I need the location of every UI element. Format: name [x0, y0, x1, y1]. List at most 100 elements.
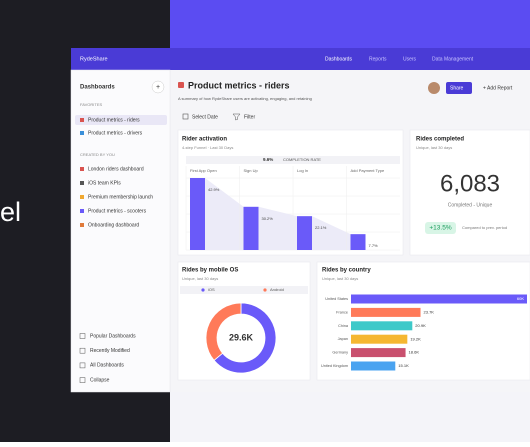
completion-label: COMPLETION RATE — [283, 157, 321, 162]
dropoff-area — [312, 216, 351, 250]
calendar-icon — [182, 113, 189, 120]
card-subtitle: Unique, last 30 days — [322, 276, 358, 281]
nav-item[interactable]: Data Management — [432, 56, 474, 62]
legend-band — [180, 286, 308, 294]
card-subtitle: Unique, last 30 days — [416, 145, 452, 150]
sidebar-item[interactable]: iOS team KPIs — [88, 180, 121, 186]
step-label: 7.7% — [369, 243, 379, 248]
card-title: Rider activation — [182, 137, 227, 143]
section-heading: FAVORITES — [80, 102, 102, 107]
card-subtitle: 4-step Funnel · Last 30 Days — [182, 145, 233, 150]
nav-item[interactable]: Users — [403, 56, 417, 62]
card — [316, 261, 530, 381]
donut-total: 29.6K — [229, 332, 254, 342]
sidebar-item[interactable]: Collapse — [90, 377, 110, 383]
category-label: China — [338, 324, 349, 328]
select-date[interactable]: Select Date — [192, 114, 218, 120]
nav-item[interactable]: Reports — [369, 56, 387, 62]
legend-dot — [263, 288, 267, 292]
dashboard-subtitle: A summary of how RydeShare users are act… — [178, 96, 312, 101]
top-bar — [71, 48, 530, 70]
kpi-value: 6,083 — [440, 170, 500, 197]
value-label: 60K — [517, 296, 524, 301]
add-icon: + — [156, 84, 160, 91]
sidebar-item[interactable]: Product metrics - drivers — [88, 130, 143, 136]
sidebar-item[interactable]: Popular Dashboards — [90, 333, 136, 339]
value-label: 19.2K — [410, 336, 421, 341]
workspace[interactable]: RydeShare — [80, 56, 108, 62]
step-name: Add Payment Type — [351, 168, 386, 173]
brand: el — [0, 197, 21, 227]
step-name: First App Open — [190, 168, 217, 173]
section-heading: CREATED BY YOU — [80, 152, 115, 157]
icon — [80, 118, 84, 122]
card — [177, 261, 311, 381]
sidebar-item[interactable]: Onboarding dashboard — [88, 222, 139, 228]
icon — [80, 195, 84, 199]
light-panel — [170, 392, 530, 442]
step-name: Sign Up — [244, 168, 259, 173]
bar — [243, 206, 259, 250]
share-label: Share — [450, 85, 464, 91]
value-label: 23.7K — [424, 309, 435, 314]
icon — [178, 82, 184, 88]
active-item — [75, 115, 167, 125]
value-label: 20.9K — [415, 323, 426, 328]
icon — [79, 347, 86, 354]
step-label: 30.2% — [262, 216, 274, 221]
bar — [351, 361, 396, 371]
category-label: Germany — [332, 351, 348, 355]
sidebar-item[interactable]: Product metrics - riders — [88, 117, 140, 123]
step-label: 42.9% — [208, 187, 220, 192]
card-title: Rides by mobile OS — [182, 268, 238, 274]
bar — [351, 334, 408, 344]
dashboard-title: Product metrics - riders — [188, 80, 290, 90]
change-badge — [425, 222, 456, 234]
bar — [297, 216, 312, 250]
bar — [351, 348, 406, 358]
sidebar-item[interactable]: Premium membership launch — [88, 194, 153, 200]
category-label: United States — [325, 297, 348, 301]
category-label: Japan — [338, 337, 348, 341]
dropoff-area — [205, 178, 244, 250]
category-label: France — [336, 310, 348, 314]
card — [409, 129, 530, 256]
donut-slice — [205, 302, 242, 361]
card-title: Rides completed — [416, 137, 464, 143]
value-label: 15.1K — [398, 363, 409, 368]
kpi-label: Completed - Unique — [448, 202, 493, 208]
kpi-compare: Compared to prev. period — [462, 225, 507, 230]
step-label: 22.1% — [315, 225, 327, 230]
sidebar-item[interactable]: London riders dashboard — [88, 166, 144, 172]
icon — [80, 209, 84, 213]
icon — [80, 181, 84, 185]
share-button[interactable] — [446, 82, 472, 94]
sidebar-item[interactable]: Recently Modified — [90, 348, 130, 354]
card-subtitle: Unique, last 30 days — [182, 276, 218, 281]
bar — [190, 178, 205, 250]
completion-rate: 9.6% — [263, 157, 273, 162]
add-button[interactable] — [151, 80, 165, 94]
step-name: Log In — [297, 168, 308, 173]
bar — [350, 234, 366, 250]
icon — [79, 333, 86, 339]
icon — [79, 362, 86, 369]
bar — [351, 294, 527, 304]
sidebar-title: Dashboards — [80, 85, 115, 91]
legend-dot — [201, 288, 205, 292]
completion-band — [186, 156, 400, 164]
legend-label: Android — [270, 287, 284, 292]
bar — [351, 321, 413, 331]
icon — [80, 167, 84, 171]
filter[interactable]: Filter — [244, 114, 255, 120]
dropoff-area — [258, 206, 297, 250]
icon — [80, 223, 84, 227]
avatar — [428, 82, 440, 94]
sidebar-item[interactable]: All Dashboards — [90, 363, 124, 369]
donut-slice — [213, 302, 277, 374]
nav-item[interactable]: Dashboards — [325, 56, 352, 62]
add-report[interactable]: + Add Report — [483, 85, 513, 91]
sidebar-item[interactable]: Product metrics - scooters — [88, 208, 147, 214]
filter-icon — [232, 113, 241, 121]
